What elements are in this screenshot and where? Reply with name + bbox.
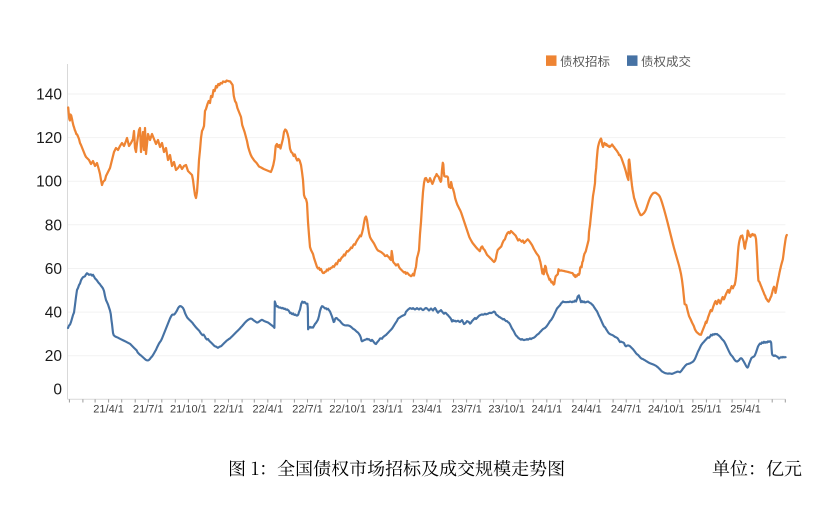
svg-text:21/7/1: 21/7/1 (133, 404, 164, 416)
svg-text:21/10/1: 21/10/1 (170, 404, 207, 416)
svg-text:23/1/1: 23/1/1 (372, 404, 403, 416)
svg-text:60: 60 (45, 261, 63, 278)
svg-text:22/7/1: 22/7/1 (292, 404, 323, 416)
svg-text:23/4/1: 23/4/1 (412, 404, 443, 416)
svg-text:23/7/1: 23/7/1 (451, 404, 482, 416)
svg-text:120: 120 (36, 130, 62, 147)
svg-text:21/4/1: 21/4/1 (93, 404, 124, 416)
svg-text:23/10/1: 23/10/1 (488, 404, 525, 416)
svg-text:25/4/1: 25/4/1 (730, 404, 761, 416)
svg-text:25/1/1: 25/1/1 (691, 404, 722, 416)
svg-text:40: 40 (45, 305, 63, 322)
svg-text:100: 100 (36, 174, 62, 191)
svg-text:140: 140 (36, 87, 62, 104)
svg-text:0: 0 (53, 382, 62, 399)
svg-text:24/4/1: 24/4/1 (571, 404, 602, 416)
svg-text:24/10/1: 24/10/1 (648, 404, 685, 416)
svg-text:22/1/1: 22/1/1 (213, 404, 244, 416)
svg-text:80: 80 (45, 217, 63, 234)
svg-text:24/1/1: 24/1/1 (532, 404, 563, 416)
svg-text:24/7/1: 24/7/1 (611, 404, 642, 416)
svg-text:20: 20 (45, 348, 63, 365)
svg-text:22/10/1: 22/10/1 (329, 404, 366, 416)
svg-text:22/4/1: 22/4/1 (253, 404, 284, 416)
